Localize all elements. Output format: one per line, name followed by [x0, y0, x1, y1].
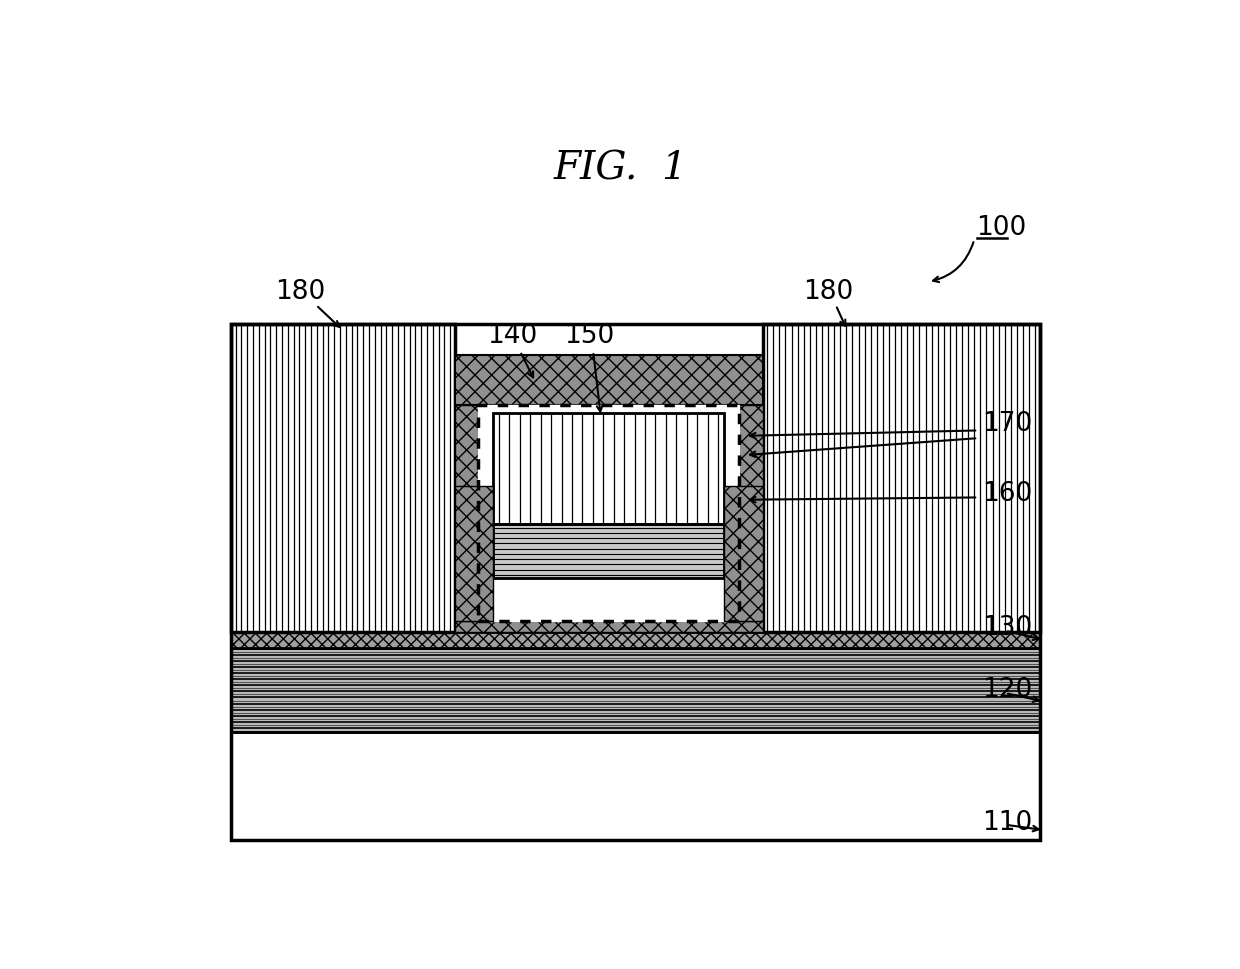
Bar [231, 632, 1040, 647]
Text: 150: 150 [564, 323, 615, 349]
Bar [231, 647, 1040, 733]
Text: 160: 160 [982, 481, 1032, 507]
Text: 140: 140 [487, 323, 537, 349]
Text: 110: 110 [982, 810, 1032, 836]
Bar [494, 524, 724, 578]
Text: 170: 170 [982, 411, 1032, 437]
Text: 100: 100 [977, 215, 1027, 241]
Bar [455, 405, 477, 620]
Bar [231, 647, 1040, 733]
Text: 130: 130 [982, 615, 1032, 641]
Bar [477, 405, 739, 620]
Text: 180: 180 [802, 279, 853, 305]
Text: FIG.  1: FIG. 1 [553, 150, 687, 187]
Bar [231, 325, 455, 632]
Bar [455, 355, 763, 405]
Bar [231, 325, 455, 632]
Bar [763, 325, 1040, 632]
Text: 120: 120 [982, 677, 1032, 703]
Bar [494, 413, 724, 524]
Bar [231, 325, 1040, 840]
Bar [494, 524, 724, 578]
Bar [231, 733, 1040, 840]
Bar [763, 325, 1040, 632]
Bar [739, 405, 763, 620]
Bar [494, 413, 724, 524]
Text: 180: 180 [275, 279, 326, 305]
Bar [724, 485, 763, 620]
Bar [455, 485, 494, 620]
Bar [477, 405, 739, 620]
Bar [455, 620, 763, 632]
